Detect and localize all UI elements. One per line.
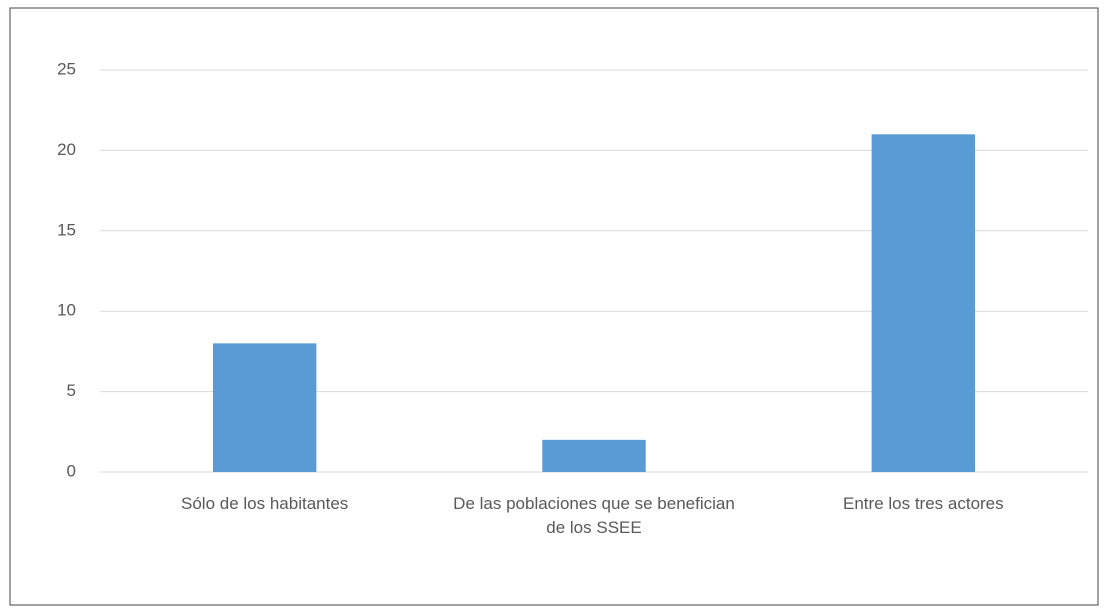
y-tick-label: 25 (57, 59, 76, 78)
x-tick-label: Entre los tres actores (843, 494, 1004, 513)
y-tick-label: 5 (67, 381, 76, 400)
y-tick-label: 20 (57, 140, 76, 159)
y-tick-label: 10 (57, 301, 76, 320)
x-tick-label: Sólo de los habitantes (181, 494, 349, 513)
y-tick-label: 0 (67, 461, 76, 480)
bar (212, 343, 317, 472)
frame (9, 7, 1099, 606)
bar (542, 439, 646, 472)
y-tick-label: 15 (57, 220, 76, 239)
bar (871, 134, 976, 472)
x-tick-label: De las poblaciones que se benefician de … (453, 494, 735, 537)
